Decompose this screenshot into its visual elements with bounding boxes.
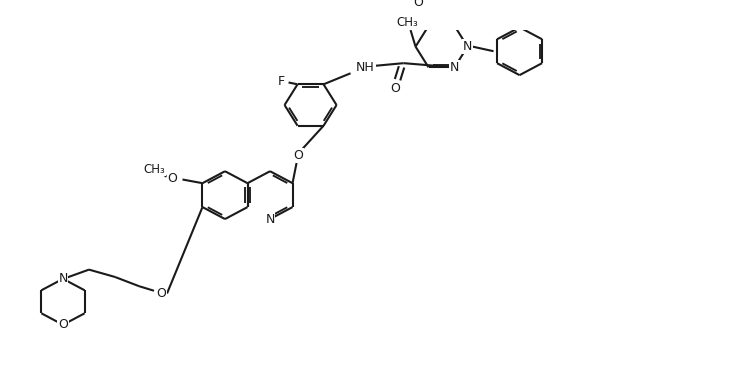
Text: O: O — [294, 149, 303, 162]
Text: O: O — [414, 0, 423, 8]
Text: O: O — [58, 318, 68, 331]
Text: CH₃: CH₃ — [144, 163, 165, 176]
Text: F: F — [278, 75, 285, 88]
Text: CH₃: CH₃ — [397, 16, 418, 29]
Text: N: N — [450, 61, 460, 74]
Text: NH: NH — [356, 61, 375, 74]
Text: N: N — [266, 213, 275, 226]
Text: N: N — [462, 40, 472, 53]
Text: O: O — [391, 82, 400, 95]
Text: N: N — [58, 272, 67, 285]
Text: O: O — [156, 287, 166, 300]
Text: O: O — [167, 172, 178, 185]
